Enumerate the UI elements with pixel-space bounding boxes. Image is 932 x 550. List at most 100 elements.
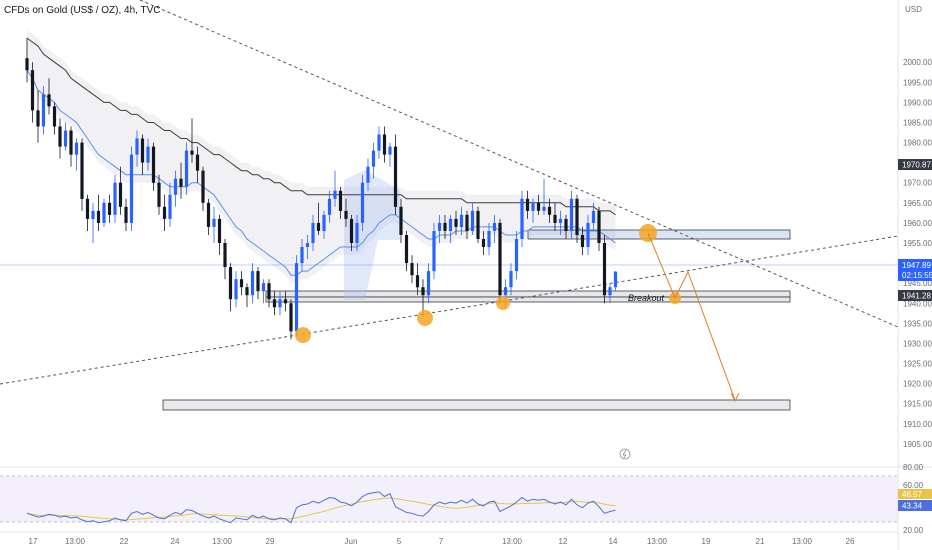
time-tick: 19	[702, 537, 711, 546]
candle	[608, 287, 612, 296]
candle	[536, 202, 541, 211]
rsi-line	[26, 491, 616, 524]
candle	[542, 206, 546, 211]
time-tick: 5	[397, 537, 402, 546]
ema-fast-line	[26, 69, 616, 276]
lightning-icon[interactable]	[619, 448, 631, 460]
candle	[47, 94, 51, 107]
candle	[366, 166, 370, 183]
candle	[173, 178, 178, 195]
candles-group	[25, 38, 618, 340]
ascending-trendline	[0, 235, 899, 385]
candle	[355, 222, 359, 243]
swing-low-marker-1	[295, 327, 311, 343]
breakout-label: Breakout	[628, 293, 665, 303]
rsi-badge-b-text: 43.34	[902, 502, 923, 511]
candle	[289, 303, 293, 332]
projection-path	[647, 232, 736, 401]
candle	[278, 299, 282, 308]
candle	[124, 206, 128, 223]
time-tick: 13:00	[65, 537, 86, 546]
price-tick: 1925.00	[903, 360, 932, 369]
time-tick: 22	[120, 537, 129, 546]
candle	[179, 178, 183, 187]
swing-low-marker-3	[496, 296, 510, 310]
price-tick: 1965.00	[903, 199, 932, 208]
target-zone	[162, 399, 791, 411]
candle	[415, 275, 420, 288]
candle	[30, 70, 35, 111]
candle	[613, 271, 618, 288]
candle	[294, 263, 299, 332]
candle	[245, 287, 249, 296]
candle	[300, 247, 304, 264]
candle	[481, 239, 486, 247]
candle	[591, 210, 596, 223]
price-tick: 1970.00	[903, 179, 932, 188]
price-tick: 1945.00	[903, 279, 932, 288]
candle	[503, 287, 508, 296]
price-tick: 1995.00	[903, 78, 932, 87]
time-tick: 17	[29, 537, 38, 546]
time-tick: 13:00	[647, 537, 668, 546]
price-tick: 1955.00	[903, 239, 932, 248]
time-tick: 12	[559, 537, 568, 546]
price-tick: 1905.00	[903, 440, 932, 449]
time-tick: 26	[846, 537, 855, 546]
level-badge-bottom	[898, 290, 932, 301]
candle	[239, 279, 244, 288]
candle	[96, 210, 101, 223]
candle	[327, 198, 332, 215]
candle	[168, 194, 172, 219]
candle	[476, 210, 480, 239]
time-axis[interactable]: 17 13:00 22 24 13:00 29 Jun 5 7 13:00 12 14 13:00 19 2…	[29, 537, 855, 546]
time-tick: 13:00	[212, 537, 233, 546]
candle	[388, 146, 392, 155]
candle	[201, 170, 205, 203]
candle	[36, 110, 40, 127]
candle	[421, 287, 425, 296]
level-badge-bottom-text: 1941.28	[902, 292, 931, 301]
last-price-badge	[898, 259, 932, 281]
candle	[118, 182, 123, 207]
candle	[443, 222, 447, 231]
candle	[602, 243, 607, 296]
last-price-text: 1947.89	[902, 261, 931, 270]
countdown-text: 02:15:55	[902, 271, 932, 280]
candle	[135, 138, 139, 155]
candle	[432, 231, 436, 272]
candle	[305, 243, 310, 247]
candle	[344, 210, 348, 219]
candle	[580, 235, 585, 248]
candle	[553, 214, 557, 223]
candle	[437, 222, 442, 231]
price-tick: 1940.00	[903, 299, 932, 308]
candle	[575, 198, 579, 235]
candle	[531, 202, 535, 211]
time-tick: 13:00	[502, 537, 523, 546]
candle	[63, 130, 68, 147]
lightning-bolt-icon	[622, 449, 627, 459]
price-tick: 1920.00	[903, 380, 932, 389]
price-tick: 2000.00	[903, 58, 932, 67]
price-tick: 1985.00	[903, 119, 932, 128]
candle	[333, 190, 337, 199]
price-tick: 1990.00	[903, 98, 932, 107]
candle	[597, 210, 601, 243]
candle	[261, 283, 266, 292]
candle	[371, 150, 376, 167]
candle	[547, 206, 552, 215]
candle	[129, 154, 134, 223]
sell-zone	[527, 229, 791, 240]
time-tick: 7	[439, 537, 444, 546]
candle	[107, 202, 112, 215]
level-badge-top-text: 1970.87	[902, 161, 931, 170]
candle	[228, 267, 233, 300]
candle	[492, 222, 497, 231]
candle	[267, 283, 271, 300]
candle	[349, 218, 354, 243]
time-tick: 29	[266, 537, 275, 546]
candle	[212, 218, 216, 227]
rsi-signal-line	[26, 497, 616, 521]
